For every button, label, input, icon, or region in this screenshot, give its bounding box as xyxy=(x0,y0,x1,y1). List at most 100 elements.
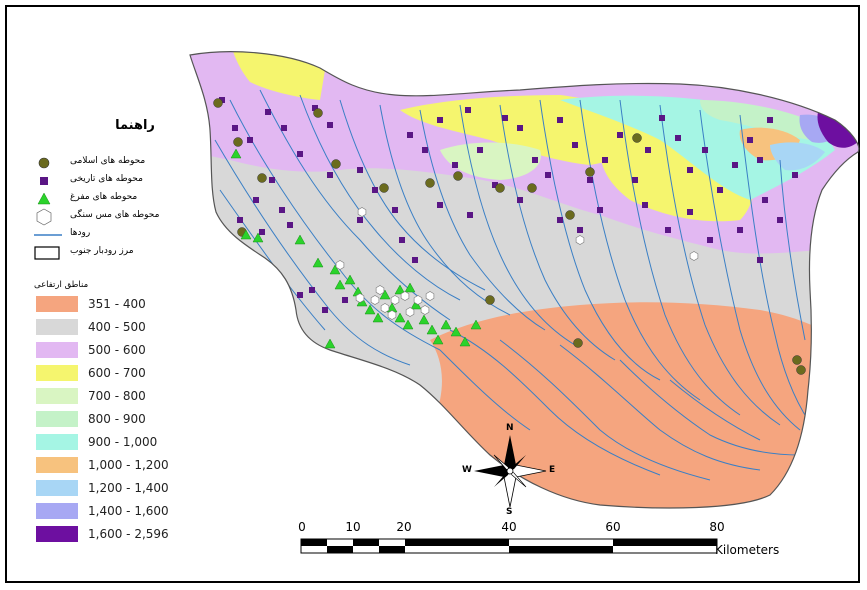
bronze-site-marker xyxy=(230,148,242,159)
historic-site-marker xyxy=(259,229,265,235)
historic-site-marker xyxy=(757,157,763,163)
historic-site-marker xyxy=(407,132,413,138)
elevation-swatch xyxy=(36,365,78,381)
bronze-site-marker xyxy=(324,338,336,349)
scale-units-label: Kilometers xyxy=(715,543,780,557)
historic-site-marker xyxy=(287,222,293,228)
bronze-site-marker xyxy=(440,319,452,330)
historic-site-marker xyxy=(392,207,398,213)
islamic-site-marker xyxy=(585,167,595,177)
historic-site-marker xyxy=(422,147,428,153)
historic-site-marker xyxy=(617,132,623,138)
bronze-site-marker xyxy=(418,314,430,325)
elevation-class-row: 1,000 - 1,200 xyxy=(36,457,196,475)
elevation-class-row: 1,400 - 1,600 xyxy=(36,503,196,521)
elevation-class-row: 351 - 400 xyxy=(36,296,196,314)
bronze-site-marker xyxy=(312,257,324,268)
historic-site-marker xyxy=(342,297,348,303)
legend-boundary: مرز رودبار جنوب xyxy=(34,244,194,262)
historic-site-marker xyxy=(517,125,523,131)
elevation-class-row: 700 - 800 xyxy=(36,388,196,406)
historic-site-marker xyxy=(253,197,259,203)
chalcolithic-site-marker xyxy=(390,295,400,305)
historic-site-marker xyxy=(219,97,225,103)
river-line-icon xyxy=(34,234,62,236)
bronze-site-marker xyxy=(402,319,414,330)
historic-site-marker xyxy=(312,105,318,111)
elevation-swatch xyxy=(36,503,78,519)
elevation-class-row: 500 - 600 xyxy=(36,342,196,360)
bronze-site-marker xyxy=(329,264,341,275)
elevation-class-label: 800 - 900 xyxy=(88,412,146,426)
purple-square-icon xyxy=(40,177,48,185)
islamic-site-marker xyxy=(453,171,463,181)
bronze-site-marker xyxy=(394,312,406,323)
compass-rose-icon xyxy=(474,435,547,508)
elevation-swatch xyxy=(36,526,78,542)
historic-site-marker xyxy=(737,227,743,233)
historic-site-marker xyxy=(757,257,763,263)
islamic-site-marker xyxy=(792,355,802,365)
bronze-site-marker xyxy=(372,312,384,323)
historic-site-marker xyxy=(477,147,483,153)
historic-site-marker xyxy=(659,115,665,121)
legend-bronze-sites: محوطه های مفرغ xyxy=(34,190,194,208)
historic-site-marker xyxy=(587,177,593,183)
historic-site-marker xyxy=(557,117,563,123)
compass-west-label: W xyxy=(462,465,472,475)
bronze-site-marker xyxy=(450,326,462,337)
legend-chalcolithic-sites: محوطه های مس سنگی xyxy=(34,208,194,226)
historic-site-marker xyxy=(602,157,608,163)
legend-islamic-sites: محوطه های اسلامی xyxy=(34,154,194,172)
bronze-site-marker xyxy=(426,324,438,335)
chalcolithic-site-marker xyxy=(375,285,385,295)
islamic-site-marker xyxy=(573,338,583,348)
islamic-site-marker xyxy=(313,108,323,118)
historic-site-marker xyxy=(322,307,328,313)
scale-tick-label: 0 xyxy=(298,520,306,534)
elevation-swatch xyxy=(36,434,78,450)
historic-site-marker xyxy=(237,217,243,223)
chalcolithic-site-marker xyxy=(400,291,410,301)
legend-historic-sites-label: محوطه های تاریخی xyxy=(70,174,143,184)
historic-site-marker xyxy=(645,147,651,153)
historic-site-marker xyxy=(687,209,693,215)
historic-site-marker xyxy=(309,287,315,293)
chalcolithic-site-marker xyxy=(357,207,367,217)
historic-site-marker xyxy=(327,122,333,128)
north-arrow: N S E W xyxy=(460,423,560,517)
region-boundary xyxy=(189,51,860,509)
scale-tick-label: 80 xyxy=(709,520,725,534)
bronze-site-marker xyxy=(459,336,471,347)
historic-site-marker xyxy=(265,109,271,115)
elevation-class-row: 800 - 900 xyxy=(36,411,196,429)
bronze-site-marker xyxy=(344,274,356,285)
chalcolithic-site-marker xyxy=(575,235,585,245)
historic-site-marker xyxy=(597,207,603,213)
islamic-site-marker xyxy=(565,210,575,220)
elevation-class-label: 400 - 500 xyxy=(88,320,146,334)
historic-site-marker xyxy=(467,212,473,218)
bronze-site-marker xyxy=(364,304,376,315)
elevation-class-row: 600 - 700 xyxy=(36,365,196,383)
chalcolithic-site-marker xyxy=(380,303,390,313)
legend-rivers: رودها xyxy=(34,226,194,244)
historic-site-marker xyxy=(465,107,471,113)
historic-site-marker xyxy=(412,257,418,263)
historic-site-marker xyxy=(281,125,287,131)
islamic-site-marker xyxy=(257,173,267,183)
elevation-class-label: 1,000 - 1,200 xyxy=(88,458,169,472)
historic-site-marker xyxy=(557,217,563,223)
historic-site-marker xyxy=(717,187,723,193)
islamic-site-marker xyxy=(233,137,243,147)
chalcolithic-site-marker xyxy=(413,295,423,305)
elevation-swatch xyxy=(36,457,78,473)
islamic-site-marker xyxy=(527,183,537,193)
elevation-class-label: 1,600 - 2,596 xyxy=(88,527,169,541)
elevation-swatch xyxy=(36,296,78,312)
historic-site-marker xyxy=(632,177,638,183)
historic-site-marker xyxy=(279,207,285,213)
historic-site-marker xyxy=(732,162,738,168)
islamic-site-marker xyxy=(632,133,642,143)
